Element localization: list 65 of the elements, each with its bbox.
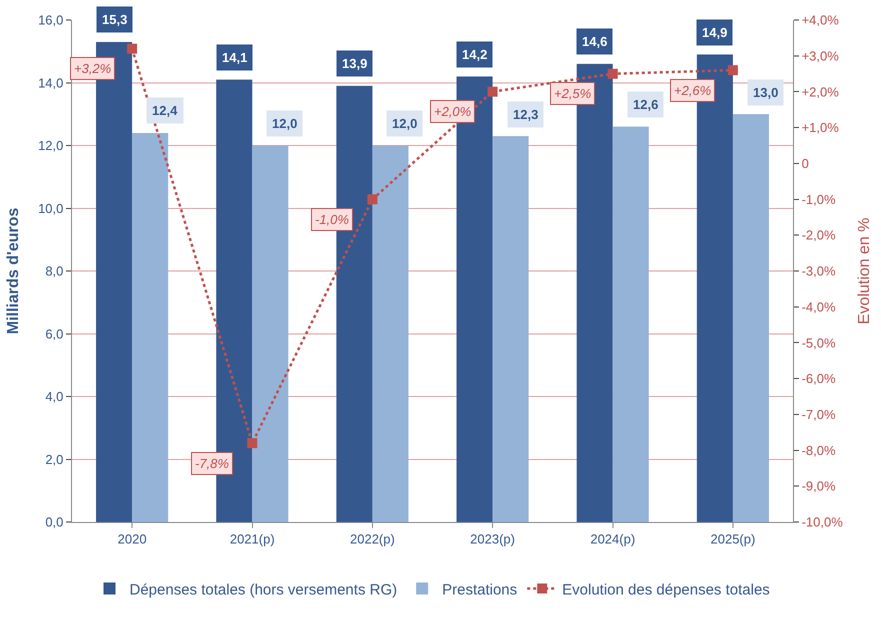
- bar: [132, 132, 168, 522]
- y2-tick-label: -6,0%: [802, 371, 836, 386]
- y2-tick-label: +3,0%: [802, 48, 840, 64]
- y2-tick-label: -2,0%: [802, 228, 836, 243]
- bar: [612, 126, 649, 522]
- point: [488, 86, 498, 97]
- y-tick-label: 8,0: [45, 264, 64, 279]
- point: [367, 194, 378, 204]
- y2-tick-label: -10,0%: [802, 514, 844, 530]
- y-tick-label: 6,0: [45, 326, 64, 342]
- data-label: 12,4: [152, 103, 178, 118]
- bar: [492, 136, 529, 522]
- x-tick-label: 2024(p): [590, 532, 636, 547]
- data-label: +2,5%: [554, 86, 592, 101]
- x-tick-label: 2023(p): [470, 532, 515, 547]
- y2-axis-title: Evolution en %: [856, 218, 873, 324]
- data-label: 15,3: [102, 12, 128, 27]
- data-label: 12,6: [633, 97, 658, 112]
- data-label: 14,6: [582, 34, 608, 49]
- data-label: 13,0: [753, 85, 778, 100]
- y2-tick-label: -5,0%: [802, 335, 836, 350]
- y-axis-title: Milliards d'euros: [4, 208, 22, 334]
- data-label: 14,1: [222, 50, 248, 65]
- y-tick-label: 0,0: [45, 514, 64, 530]
- y-tick-label: 10,0: [38, 200, 64, 216]
- x-tick-label: 2025(p): [710, 532, 756, 547]
- data-label: +3,2%: [74, 61, 112, 76]
- data-label: -1,0%: [315, 212, 349, 227]
- y2-tick-label: +2,0%: [802, 84, 840, 100]
- y-tick-label: 4,0: [45, 389, 64, 404]
- x-tick-label: 2021(p): [230, 532, 275, 547]
- bar: [252, 146, 288, 522]
- point: [608, 68, 618, 79]
- point: [127, 44, 138, 54]
- data-label: 12,3: [513, 107, 538, 122]
- data-label: -7,8%: [195, 456, 229, 471]
- y2-tick-label: -3,0%: [802, 264, 836, 279]
- y-tick-label: 14,0: [38, 75, 64, 90]
- data-label: +2,0%: [434, 104, 472, 119]
- y-tick-label: 12,0: [38, 138, 64, 154]
- data-label: 13,9: [342, 56, 368, 71]
- y2-tick-label: -8,0%: [802, 442, 836, 458]
- data-label: +2,6%: [674, 83, 712, 98]
- point: [728, 65, 738, 76]
- y-tick-label: 2,0: [45, 452, 64, 467]
- bar: [732, 114, 769, 522]
- y2-tick-label: 0: [802, 156, 809, 171]
- legend-label: Prestations: [442, 581, 518, 598]
- data-label: 14,2: [462, 47, 488, 62]
- point: [247, 438, 258, 448]
- y2-tick-label: -7,0%: [802, 406, 836, 422]
- data-label: 12,0: [392, 116, 418, 131]
- y2-tick-label: -1,0%: [802, 192, 836, 207]
- legend-label: Dépenses totales (hors versements RG): [130, 581, 398, 598]
- y2-tick-label: +1,0%: [802, 120, 840, 136]
- data-label: 12,0: [272, 116, 298, 131]
- data-label: 14,9: [702, 25, 728, 40]
- y2-tick-label: -9,0%: [802, 478, 836, 494]
- y2-tick-label: -4,0%: [802, 299, 836, 314]
- x-tick-label: 2022(p): [350, 532, 395, 547]
- legend-label: Evolution des dépenses totales: [562, 581, 770, 598]
- x-tick-label: 2020: [118, 532, 147, 547]
- bar: [372, 146, 408, 522]
- y2-tick-label: +4,0%: [802, 12, 840, 28]
- y-tick-label: 16,0: [38, 12, 64, 28]
